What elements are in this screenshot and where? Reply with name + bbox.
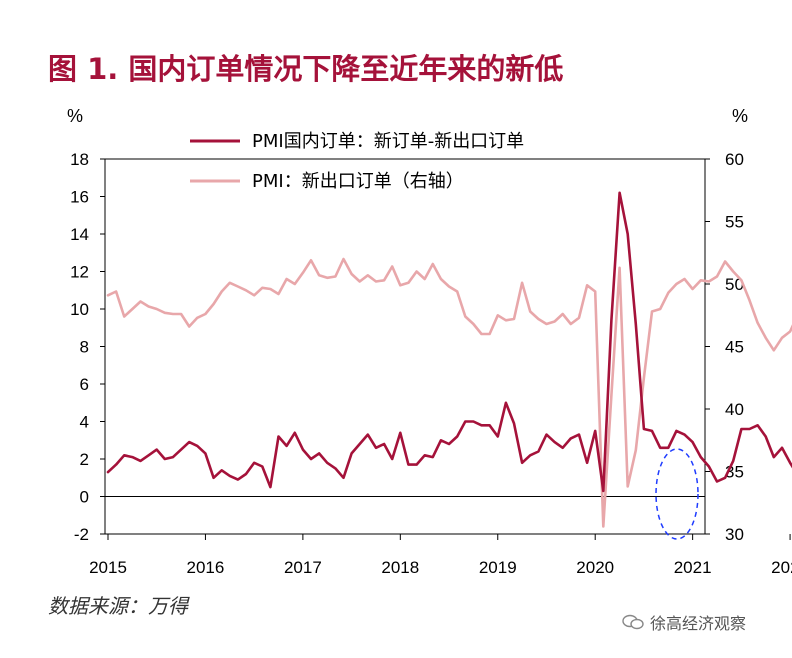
left-axis-ticks: -2 0 2 4 6 8 10 12 14 16 18	[70, 150, 105, 544]
legend-label-domestic: PMI国内订单：新订单-新出口订单	[252, 131, 524, 152]
x-tick-label: 2022	[771, 558, 792, 577]
left-tick-label: -2	[74, 525, 89, 544]
left-tick-label: 2	[80, 450, 89, 469]
left-tick-label: 4	[80, 413, 89, 432]
series-layer	[106, 191, 792, 528]
left-tick-label: 8	[80, 338, 89, 357]
left-tick-label: 12	[70, 263, 89, 282]
highlight-circle	[655, 448, 699, 540]
left-tick-label: 14	[70, 225, 89, 244]
wechat-icon	[622, 614, 644, 630]
data-source: 数据来源：万得	[48, 594, 188, 618]
left-tick-label: 0	[80, 488, 89, 507]
right-tick-label: 60	[725, 150, 744, 169]
x-tick-label: 2015	[89, 558, 127, 577]
left-tick-label: 18	[70, 150, 89, 169]
left-tick-label: 16	[70, 188, 89, 207]
legend: PMI国内订单：新订单-新出口订单 PMI：新出口订单（右轴）	[190, 131, 524, 192]
x-tick-label: 2019	[479, 558, 517, 577]
right-tick-label: 40	[725, 400, 744, 419]
left-tick-label: 6	[80, 375, 89, 394]
right-tick-label: 55	[725, 213, 744, 232]
x-tick-label: 2021	[674, 558, 712, 577]
legend-label-export: PMI：新出口订单（右轴）	[252, 171, 464, 192]
right-axis-unit: %	[732, 106, 748, 126]
watermark-text: 徐高经济观察	[650, 614, 747, 633]
x-tick-label: 2017	[284, 558, 322, 577]
x-tick-label: 2016	[187, 558, 225, 577]
right-tick-label: 45	[725, 338, 744, 357]
left-tick-label: 10	[70, 300, 89, 319]
watermark: 徐高经济观察	[622, 610, 746, 634]
right-tick-label: 50	[725, 275, 744, 294]
x-axis-ticks: 2015 2016 2017 2018 2019 2020 2021 2022	[89, 534, 792, 577]
x-tick-label: 2020	[576, 558, 614, 577]
series-line-domestic-orders	[106, 191, 792, 493]
x-tick-label: 2018	[381, 558, 419, 577]
right-tick-label: 30	[725, 525, 744, 544]
series-line-export-orders	[106, 257, 792, 528]
chart-title: 图 1. 国内订单情况下降至近年来的新低	[48, 52, 564, 86]
left-axis-unit: %	[67, 106, 83, 126]
